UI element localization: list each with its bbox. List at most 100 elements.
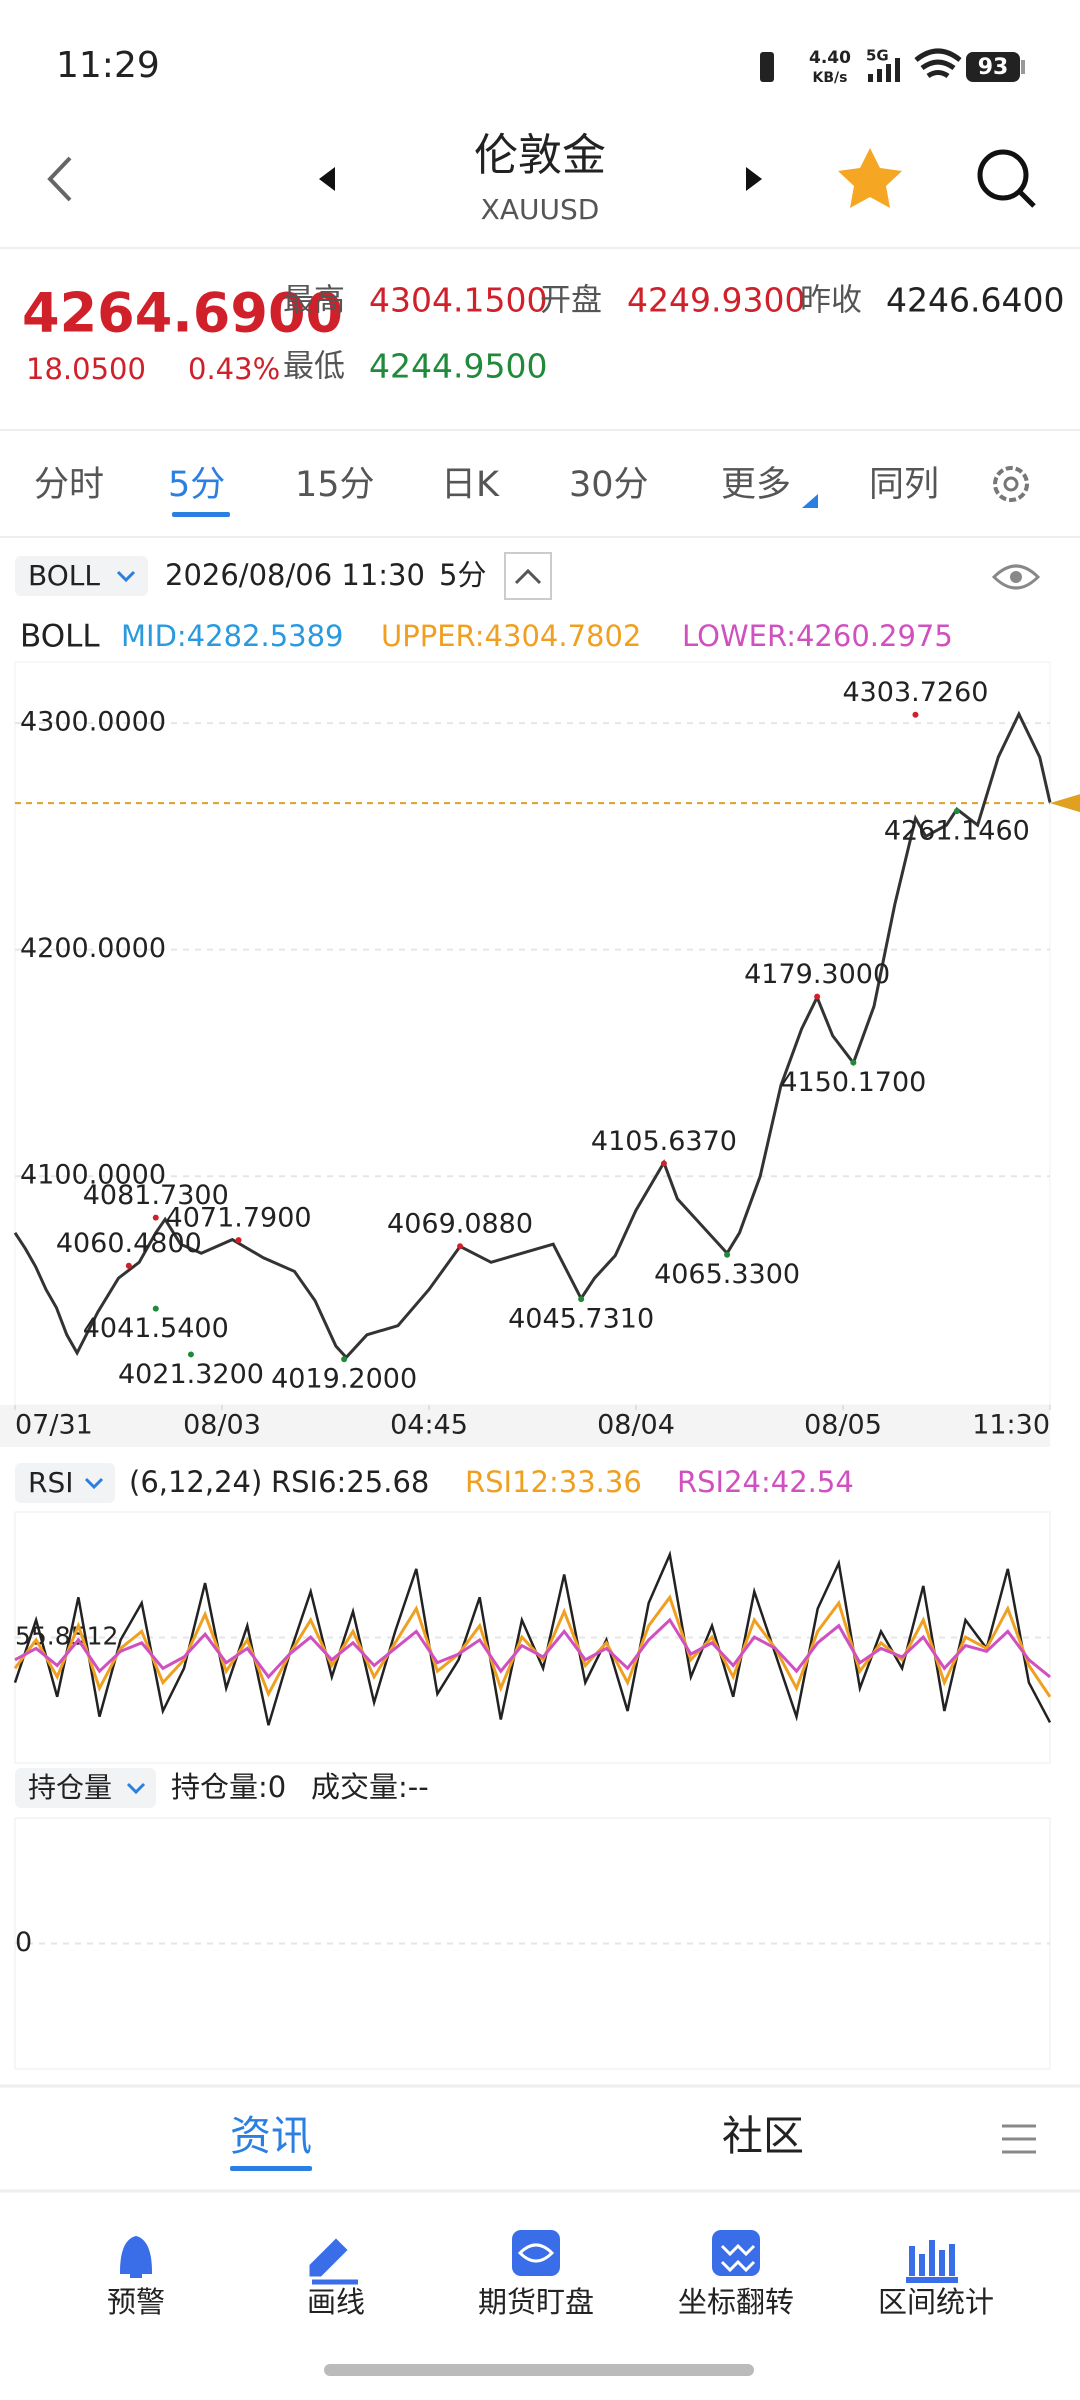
price-line — [13, 710, 1052, 1360]
period: 5分 — [439, 558, 486, 592]
content-tab-active[interactable]: 资讯 — [230, 2112, 312, 2160]
rsi-line — [13, 1594, 1052, 1698]
stats-icon[interactable] — [906, 2240, 958, 2283]
rsi-line — [14, 1617, 1051, 1680]
tab[interactable]: 更多 — [721, 465, 791, 505]
x-tick-label: 08/05 — [804, 1410, 882, 1441]
battery-tip — [1021, 60, 1025, 74]
prev-close: 4246.6400 — [886, 281, 1064, 320]
boll-upper: UPPER:4304.7802 — [381, 619, 641, 653]
search-handle — [1018, 190, 1036, 208]
toolbar-label: 区间统计 — [878, 2285, 994, 2319]
price-annotation: 4060.4800 — [56, 1228, 202, 1259]
extreme-point — [235, 1237, 242, 1244]
indicator-name: BOLL — [28, 559, 100, 592]
rsi24: RSI24:42.54 — [677, 1465, 854, 1499]
tab[interactable]: 15分 — [295, 465, 375, 505]
settings-core — [1003, 476, 1019, 492]
toolbar-label: 坐标翻转 — [678, 2285, 794, 2319]
price-annotation: 4071.7900 — [166, 1203, 312, 1234]
net-unit: KB/s — [813, 70, 848, 86]
dropdown-caret — [126, 1782, 146, 1795]
high-label: 最高 — [283, 283, 345, 319]
watch-icon[interactable] — [512, 2230, 560, 2276]
prev-close-label: 昨收 — [800, 283, 862, 319]
favorite-button[interactable] — [838, 148, 902, 208]
eye-button[interactable] — [991, 564, 1041, 590]
extreme-point — [578, 1296, 585, 1303]
high: 4304.1500 — [369, 281, 547, 320]
x-tick-label: 11:30 — [972, 1410, 1050, 1441]
extreme-point — [152, 1305, 159, 1312]
price-annotation: 4021.3200 — [118, 1359, 264, 1390]
volume: 成交量:-- — [311, 1770, 429, 1804]
indicator-name: 持仓量 — [28, 1771, 112, 1804]
y-tick-label: 4300.0000 — [20, 707, 166, 738]
search-button[interactable] — [977, 149, 1029, 201]
open-interest: 持仓量:0 — [171, 1770, 286, 1804]
tab-active[interactable]: 5分 — [168, 465, 225, 505]
back-button[interactable] — [47, 156, 72, 202]
battery-level: 93 — [978, 55, 1009, 80]
dropdown-caret — [84, 1477, 104, 1490]
prev-button[interactable] — [319, 167, 335, 191]
extreme-point — [814, 993, 821, 1000]
tab[interactable]: 30分 — [569, 465, 649, 505]
alert-icon[interactable] — [119, 2235, 153, 2278]
price-annotation: 4045.7310 — [508, 1304, 654, 1335]
tab[interactable]: 同列 — [869, 465, 939, 505]
indicator-select[interactable] — [15, 1768, 156, 1808]
datetime: 2026/08/06 11:30 — [165, 558, 425, 592]
flip-icon[interactable] — [712, 2230, 760, 2276]
settings-button[interactable] — [993, 466, 1029, 502]
indicator-select[interactable] — [15, 556, 148, 596]
dropdown-caret — [116, 570, 136, 583]
extreme-point — [457, 1243, 464, 1250]
rsi-line — [13, 1550, 1052, 1726]
content-tab[interactable]: 社区 — [722, 2112, 804, 2160]
next-button[interactable] — [746, 167, 762, 191]
rsi-params: (6,12,24) — [129, 1465, 262, 1499]
price-annotation: 4150.1700 — [780, 1067, 926, 1098]
price-annotation: 4261.1460 — [884, 816, 1030, 847]
extreme-point — [660, 1160, 667, 1167]
wifi-icon — [914, 48, 962, 79]
vibrate-icon — [760, 52, 774, 82]
extreme-point — [850, 1059, 857, 1066]
draw-icon[interactable] — [309, 2238, 358, 2285]
x-tick-label: 04:45 — [390, 1410, 468, 1441]
title: 伦敦金 — [474, 130, 606, 181]
toolbar-label: 预警 — [107, 2285, 165, 2319]
x-axis-band — [0, 1405, 1050, 1447]
menu-button[interactable] — [1002, 2124, 1036, 2154]
low-label: 最低 — [283, 349, 345, 385]
watch-eye — [517, 2243, 555, 2263]
price-annotation: 4081.7300 — [83, 1180, 229, 1211]
eye-pupil — [1010, 571, 1022, 583]
price-panel — [14, 661, 1051, 1406]
x-tick-label: 08/04 — [597, 1410, 675, 1441]
y-tick-label: 0 — [15, 1927, 32, 1958]
extreme-point — [724, 1251, 731, 1258]
net-speed: 4.40 — [809, 48, 851, 68]
indicator-select[interactable] — [15, 1463, 115, 1503]
extreme-point — [953, 808, 960, 815]
tab-underline — [172, 512, 230, 517]
rsi6: RSI6:25.68 — [271, 1465, 429, 1499]
boll-lower: LOWER:4260.2975 — [682, 619, 953, 653]
tab[interactable]: 分时 — [34, 465, 104, 505]
extreme-point — [187, 1351, 194, 1358]
collapse-caret — [514, 568, 542, 585]
signal-icon — [868, 58, 900, 82]
toolbar-label: 期货盯盘 — [478, 2285, 594, 2319]
clock: 11:29 — [56, 45, 160, 86]
symbol: XAUUSD — [481, 193, 600, 226]
change: 18.0500 — [26, 352, 146, 386]
x-tick-label: 07/31 — [15, 1410, 93, 1441]
collapse-button[interactable] — [504, 552, 552, 600]
rsi12: RSI12:33.36 — [465, 1465, 642, 1499]
tab[interactable]: 日K — [441, 465, 500, 505]
network-type: 5G — [866, 47, 889, 65]
extreme-point — [152, 1214, 159, 1221]
